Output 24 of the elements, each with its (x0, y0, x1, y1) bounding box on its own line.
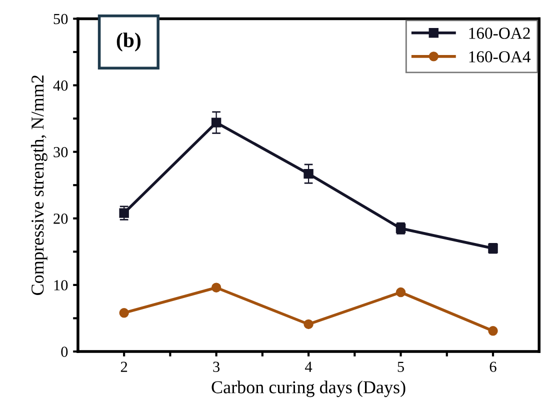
point (396, 287, 406, 298)
y-tick-label: 20 (54, 214, 68, 224)
legend-label: 160-OA2 (469, 28, 530, 39)
x-tick-label: 2 (120, 362, 128, 372)
y-tick-label: 0 (61, 346, 68, 357)
point (211, 282, 222, 292)
x-tick-label: 3 (213, 362, 220, 372)
y-tick-label: 40 (53, 80, 68, 91)
point (119, 208, 129, 218)
x-tick-label: 4 (305, 362, 312, 372)
y-tick-label: 10 (54, 280, 68, 290)
x-tick-label: 5 (398, 362, 404, 372)
legend-label: 160-OA4 (469, 51, 531, 62)
y-tick-label: 30 (54, 146, 68, 158)
y-tick-label: 50 (54, 14, 68, 24)
point (304, 319, 314, 330)
x-axis-title: Carbon curing days (Days) (212, 380, 406, 398)
point (488, 326, 498, 336)
point (119, 308, 129, 318)
annotation: (b) (116, 32, 140, 52)
x-tick-label: 6 (490, 362, 496, 372)
point (211, 118, 222, 128)
y-axis-title: Compressive strength, N/mm2 (30, 76, 48, 295)
point (304, 168, 314, 179)
